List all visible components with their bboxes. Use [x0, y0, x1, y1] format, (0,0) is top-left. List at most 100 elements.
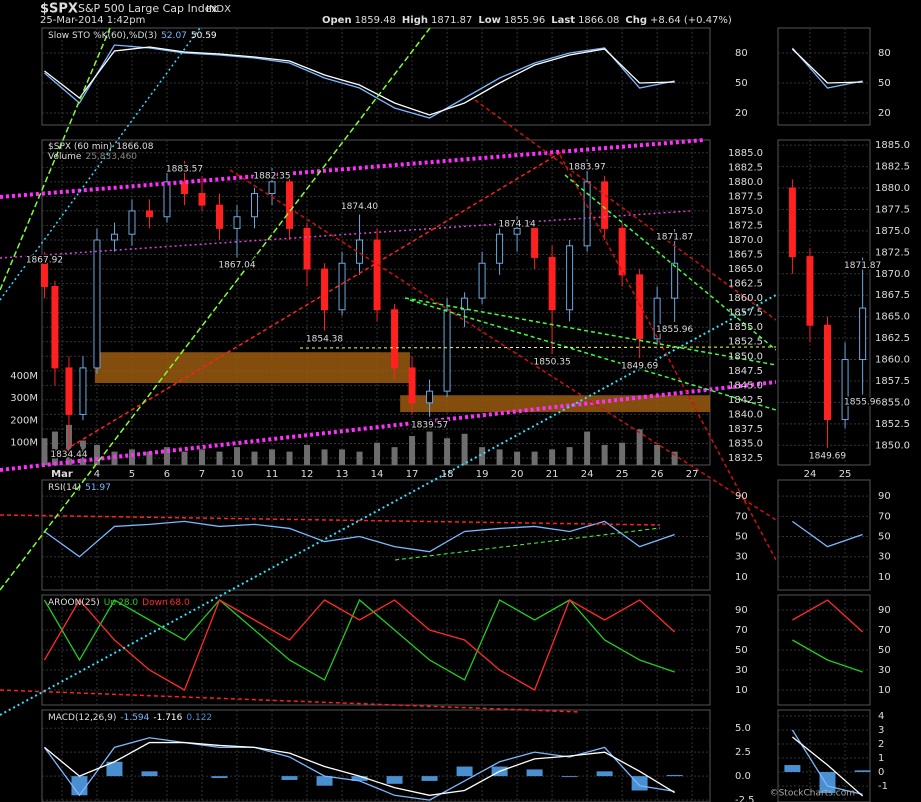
volume-tick-label: 100M [10, 438, 38, 449]
volume-bar [601, 444, 608, 465]
trend-lines [0, 28, 776, 716]
quote-value: 1859.48 [355, 15, 396, 26]
y-tick-label: 1870.0 [875, 269, 910, 280]
volume-bar [514, 451, 521, 465]
y-tick-label: 1865.0 [728, 264, 763, 275]
series-readout: -1.716 [153, 713, 182, 723]
y-tick-label: 1857.5 [875, 376, 910, 387]
volume-bar [426, 431, 433, 465]
price-annotation: 1855.96 [656, 325, 693, 335]
candle-body [478, 262, 486, 299]
x-tick-label: 13 [336, 469, 349, 480]
x-tick-label: 25 [616, 469, 629, 480]
y-tick-label: 1862.5 [728, 279, 763, 290]
volume-bar [79, 440, 86, 465]
volume-bar [619, 442, 626, 465]
y-tick-label: 50 [878, 645, 891, 656]
y-tick-label: 1875.0 [728, 206, 763, 217]
y-tick-label: 50 [878, 78, 891, 89]
histogram-bar [316, 776, 333, 786]
y-tick-label: 1842.5 [728, 395, 763, 406]
y-tick-label: 1837.5 [728, 424, 763, 435]
volume-bar [128, 449, 135, 465]
panel-legend: RSI(14) 51.97 [48, 483, 111, 493]
y-tick-label: 1850.0 [875, 440, 910, 451]
y-tick-label: 90 [735, 491, 748, 502]
histogram-bar [386, 776, 403, 784]
quote-label: Chg [625, 15, 647, 26]
legend-name: Volume [48, 152, 82, 162]
series-name: Down [142, 598, 168, 608]
legend-value: 1866.08 [116, 142, 153, 152]
candle-body [356, 239, 364, 264]
price-annotation: 1883.57 [166, 165, 203, 175]
x-tick-label: 17 [406, 469, 419, 480]
y-tick-label: 4 [878, 711, 884, 722]
y-tick-label: 10 [735, 572, 748, 583]
price-annotation: 1871.87 [656, 233, 693, 243]
series-readout: 28.0 [118, 598, 138, 608]
x-tick-label: 12 [301, 469, 314, 480]
volume-bar [409, 436, 416, 465]
panel-legend: AROON(25) Up 28.0 Down 68.0 [48, 598, 190, 608]
volume-bar [198, 449, 205, 465]
y-tick-label: 50 [878, 532, 891, 543]
y-tick-label: 10 [878, 685, 891, 696]
legend-name: $SPX (60 min) [48, 142, 112, 152]
indicator-line [792, 599, 864, 633]
candle-body [788, 187, 796, 258]
candle-body [128, 210, 136, 235]
histogram-bar [456, 766, 473, 777]
y-tick-label: 10 [878, 572, 891, 583]
y-tick-label: 1840.0 [728, 409, 763, 420]
indicator-line [791, 48, 863, 84]
date: 25-Mar-2014 1:42pm [40, 15, 145, 26]
y-tick-label: 1852.5 [875, 419, 910, 430]
x-tick-label: 18 [441, 469, 454, 480]
histogram-bar [281, 776, 298, 780]
trend-line [394, 527, 661, 561]
candle-body [40, 262, 48, 288]
y-tick-label: 1 [878, 753, 884, 764]
series-readout: -1.594 [120, 713, 149, 723]
x-tick-label: 14 [371, 469, 384, 480]
volume-bar [654, 444, 661, 465]
y-tick-label: 50 [735, 532, 748, 543]
volume-bar [549, 449, 556, 465]
y-tick-label: 70 [878, 511, 891, 522]
indicator-line [792, 639, 863, 673]
candle-body [461, 297, 469, 311]
histogram-bar [526, 769, 543, 777]
candle-body [51, 286, 59, 369]
panel-title: MACD(12,26,9) [48, 713, 116, 723]
y-tick-label: 30 [735, 552, 748, 563]
indicator-line [792, 520, 863, 548]
histogram-bar [561, 776, 578, 778]
y-tick-label: 2 [878, 739, 884, 750]
indicator-line [44, 741, 675, 796]
candle-body [859, 307, 867, 361]
volume-bar [304, 444, 311, 465]
marks [40, 44, 871, 801]
candle-body [268, 181, 276, 194]
y-tick-label: 5.0 [735, 723, 751, 734]
quote-label: Last [551, 15, 575, 26]
quote-value: 1855.96 [504, 15, 545, 26]
x-tick-label: 27 [686, 469, 699, 480]
y-tick-label: 1857.5 [728, 308, 763, 319]
support-band [400, 395, 710, 413]
volume-bar [671, 451, 678, 465]
x-tick-label: 5 [129, 469, 135, 480]
y-tick-label: 30 [878, 665, 891, 676]
histogram-bar [71, 776, 88, 796]
trend-line [564, 174, 776, 351]
x-tick-label: 4 [94, 469, 100, 480]
indicator-line [791, 47, 863, 89]
volume-bar [584, 431, 591, 465]
histogram-bar [106, 761, 123, 777]
panel [41, 27, 711, 126]
y-tick-label: 20 [735, 108, 748, 119]
candle-body [373, 239, 381, 311]
series-readout: 0.122 [186, 713, 212, 723]
